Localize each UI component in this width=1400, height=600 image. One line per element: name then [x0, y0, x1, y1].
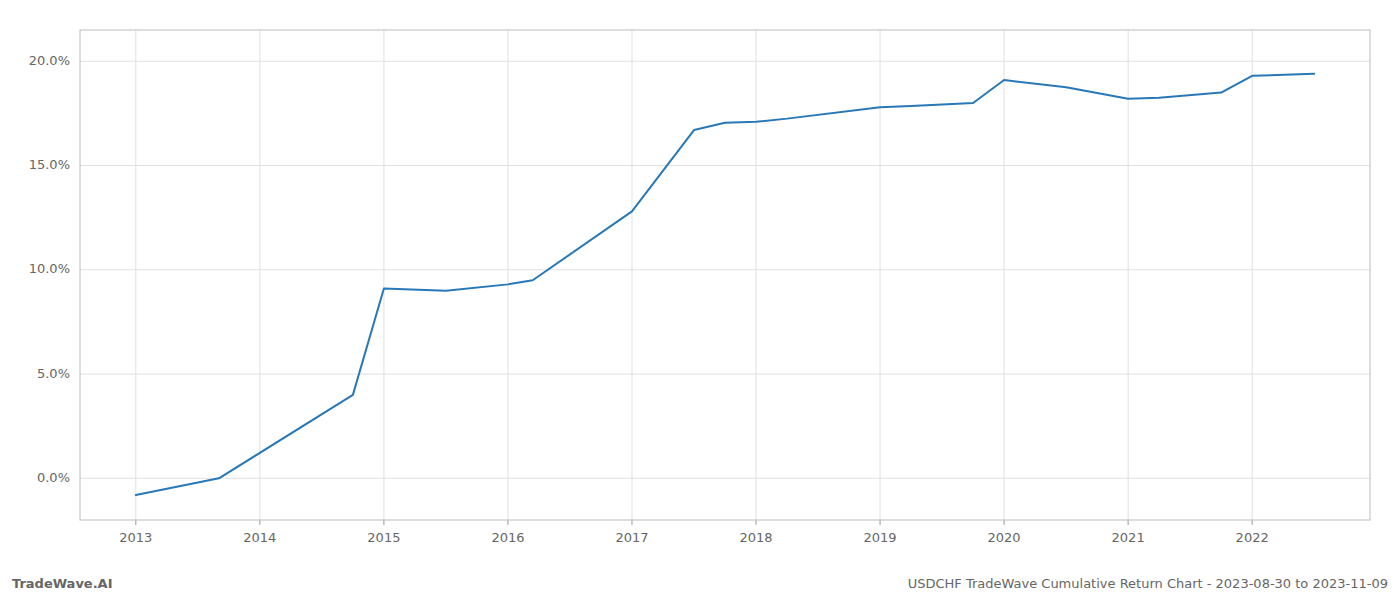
x-tick-mark: [1004, 520, 1005, 525]
footer-left: TradeWave.AI: [12, 576, 113, 591]
x-tick-label: 2020: [988, 530, 1021, 545]
x-tick-mark: [631, 520, 632, 525]
x-grid-line: [756, 30, 757, 520]
x-tick-label: 2014: [243, 530, 276, 545]
x-tick-label: 2013: [119, 530, 152, 545]
y-grid-line: [80, 374, 1370, 375]
chart: 0.0% 5.0% 10.0% 15.0% 20.0% 2013 2014 2015 2016 2…: [0, 0, 1400, 600]
x-grid-line: [1252, 30, 1253, 520]
y-tick-label: 15.0%: [29, 157, 70, 172]
x-tick-label: 2022: [1236, 530, 1269, 545]
x-tick-label: 2016: [491, 530, 524, 545]
y-grid-line: [80, 61, 1370, 62]
y-tick-label: 0.0%: [37, 470, 70, 485]
series-group: [136, 74, 1314, 495]
axes: 0.0% 5.0% 10.0% 15.0% 20.0% 2013 2014 2015 2016 2…: [29, 30, 1370, 545]
line: [136, 74, 1314, 495]
background: [0, 0, 1400, 600]
x-tick-label: 2019: [864, 530, 897, 545]
x-tick-mark: [135, 520, 136, 525]
x-grid-line: [507, 30, 508, 520]
x-tick-label: 2021: [1112, 530, 1145, 545]
y-grid-line: [80, 165, 1370, 166]
x-grid-line: [880, 30, 881, 520]
x-tick-mark: [383, 520, 384, 525]
x-tick-mark: [1252, 520, 1253, 525]
x-tick-label: 2015: [367, 530, 400, 545]
x-tick-mark: [507, 520, 508, 525]
grid: [80, 30, 1370, 520]
x-grid-line: [135, 30, 136, 520]
plot-frame: [80, 30, 1370, 520]
x-tick-label: 2018: [739, 530, 772, 545]
y-tick-label: 10.0%: [29, 261, 70, 276]
x-tick-mark: [880, 520, 881, 525]
x-grid-line: [1004, 30, 1005, 520]
x-grid-line: [259, 30, 260, 520]
y-grid-line: [80, 269, 1370, 270]
x-tick-mark: [1128, 520, 1129, 525]
x-tick-mark: [756, 520, 757, 525]
x-tick-mark: [259, 520, 260, 525]
y-grid-line: [80, 478, 1370, 479]
x-grid-line: [383, 30, 384, 520]
x-grid-line: [631, 30, 632, 520]
y-tick-label: 5.0%: [37, 366, 70, 381]
x-grid-line: [1128, 30, 1129, 520]
footer-right: USDCHF TradeWave Cumulative Return Chart…: [908, 576, 1388, 591]
y-tick-label: 20.0%: [29, 53, 70, 68]
x-tick-label: 2017: [615, 530, 648, 545]
